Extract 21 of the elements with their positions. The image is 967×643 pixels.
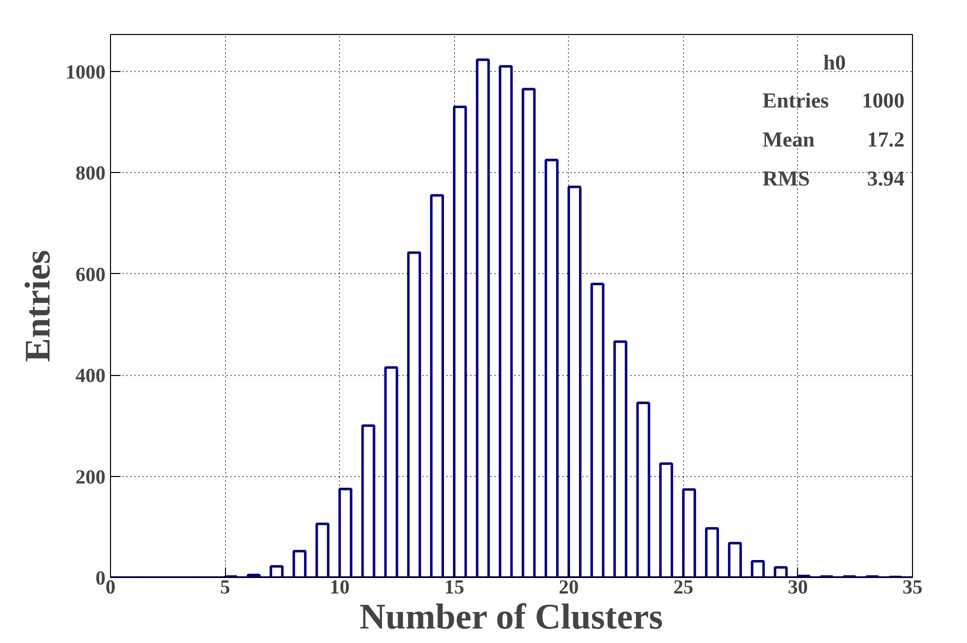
annotation: 3.94	[867, 166, 905, 190]
y-axis-title: Entries	[18, 250, 58, 362]
annotation: 1000	[862, 88, 904, 112]
x-axis-title: Number of Clusters	[360, 596, 663, 636]
x-tick-label: 10	[330, 576, 350, 598]
annotation: Entries	[762, 88, 829, 112]
y-tick-label: 800	[76, 162, 106, 185]
x-tick-label: 5	[220, 576, 230, 598]
x-tick-label: 15	[444, 576, 464, 598]
annotation: RMS	[762, 166, 810, 190]
annotation: h0	[823, 50, 846, 74]
annotation: Mean	[762, 128, 815, 152]
y-tick-label: 1000	[66, 61, 106, 84]
annotation: 17.2	[867, 128, 905, 152]
x-tick-label: 35	[902, 576, 922, 598]
x-tick-label: 25	[673, 576, 694, 598]
x-tick-label: 30	[788, 576, 808, 598]
y-tick-label: 200	[76, 466, 106, 488]
y-tick-label: 600	[76, 264, 106, 286]
y-tick-label: 400	[76, 365, 106, 388]
x-tick-label: 20	[558, 576, 579, 598]
